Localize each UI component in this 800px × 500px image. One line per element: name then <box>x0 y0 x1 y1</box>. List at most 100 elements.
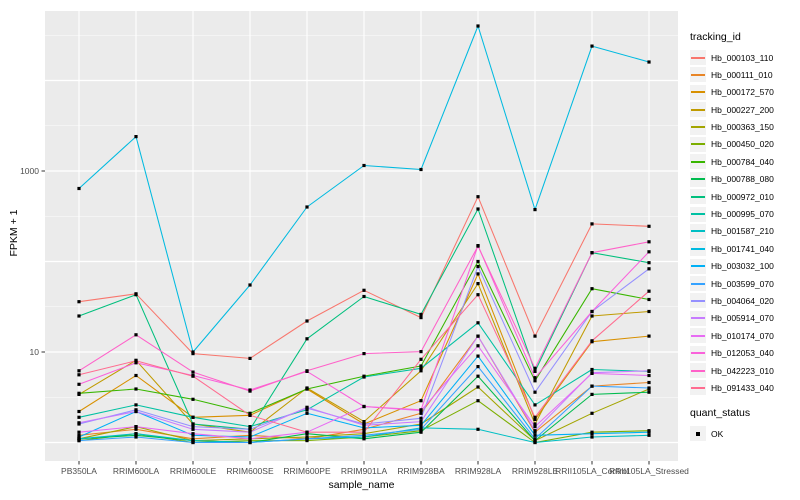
legend-key-swatch <box>690 363 706 379</box>
data-point <box>362 163 366 168</box>
data-point <box>77 391 81 395</box>
data-point <box>248 283 252 287</box>
data-point <box>476 344 480 348</box>
legend-item-label: Hb_000172_570 <box>711 87 774 98</box>
data-point <box>419 312 423 316</box>
legend-item-label: Hb_005914_070 <box>711 313 774 324</box>
data-point <box>362 430 366 434</box>
y-tick-label: 10 <box>30 347 40 357</box>
data-point <box>134 435 138 439</box>
legend-item-label: Hb_000788_080 <box>711 174 774 185</box>
data-point <box>77 433 81 437</box>
data-point <box>134 408 138 412</box>
data-point <box>191 422 195 426</box>
legend-item-Hb_000450_020: Hb_000450_020 <box>690 136 800 152</box>
data-point <box>590 435 594 439</box>
data-point <box>533 425 537 429</box>
legend: tracking_id Hb_000103_110 Hb_000111_010 Hb… <box>690 31 800 453</box>
legend-key-line <box>691 299 705 302</box>
data-point <box>77 369 81 373</box>
legend-key-line <box>691 56 705 59</box>
legend-item-Hb_000227_200: Hb_000227_200 <box>690 102 800 118</box>
x-tick-label: RRIM600LE <box>170 466 217 476</box>
data-point <box>419 167 423 172</box>
data-point <box>191 432 195 436</box>
data-point <box>476 282 480 286</box>
x-axis-title: sample_name <box>328 479 395 491</box>
data-point <box>590 44 594 48</box>
data-point <box>647 373 651 378</box>
data-point <box>362 375 366 379</box>
legend-key-line <box>691 247 705 250</box>
data-point <box>134 403 138 407</box>
legend-key-line <box>691 317 705 320</box>
data-point <box>476 427 480 431</box>
data-point <box>590 287 594 291</box>
legend-key-line <box>691 282 705 285</box>
data-point <box>191 427 195 431</box>
data-point <box>305 435 309 439</box>
data-point <box>419 350 423 354</box>
quant-status-legend-items: OK <box>690 426 800 442</box>
data-point <box>362 294 366 299</box>
legend-item-label: OK <box>711 428 724 439</box>
legend-item-label: Hb_000995_070 <box>711 209 774 220</box>
data-point <box>590 339 594 343</box>
data-point <box>77 415 81 419</box>
data-point <box>476 244 480 248</box>
data-point <box>77 435 81 439</box>
x-tick-label: PB350LA <box>61 466 97 476</box>
legend-item-quant-OK: OK <box>690 426 800 442</box>
legend-key-swatch <box>690 426 706 442</box>
data-point <box>533 433 537 437</box>
legend-title-tracking-id: tracking_id <box>690 31 741 43</box>
legend-item-Hb_000111_010: Hb_000111_010 <box>690 67 800 83</box>
data-point <box>533 415 537 419</box>
data-point <box>476 354 480 358</box>
data-point <box>77 439 81 443</box>
data-point <box>77 409 81 414</box>
data-point <box>533 429 537 433</box>
legend-key-swatch <box>690 328 706 344</box>
data-point <box>305 369 309 373</box>
data-point <box>647 240 651 244</box>
data-point <box>77 430 81 434</box>
data-point <box>476 207 480 211</box>
data-point <box>647 369 651 373</box>
data-point <box>248 411 252 415</box>
tracking-id-legend-items: Hb_000103_110 Hb_000111_010 Hb_000172_570 H… <box>690 50 800 396</box>
legend-item-label: Hb_000111_010 <box>711 69 773 80</box>
data-point <box>191 440 195 445</box>
legend-key-line <box>691 230 705 233</box>
legend-key-line <box>691 73 705 76</box>
data-point <box>248 356 252 360</box>
legend-item-label: Hb_010174_070 <box>711 330 774 341</box>
data-point <box>533 437 537 441</box>
data-point <box>305 430 309 434</box>
data-point <box>476 385 480 389</box>
legend-key-swatch <box>690 154 706 170</box>
legend-item-label: Hb_001587_210 <box>711 226 774 237</box>
data-point <box>533 403 537 407</box>
legend-key-swatch <box>690 258 706 274</box>
data-point <box>647 297 651 302</box>
legend-item-label: Hb_000784_040 <box>711 156 774 167</box>
data-point <box>134 409 138 414</box>
data-point <box>419 369 423 373</box>
data-point <box>590 371 594 375</box>
legend-item-Hb_005914_070: Hb_005914_070 <box>690 310 800 326</box>
ok-square-icon <box>695 431 701 437</box>
data-point <box>248 435 252 439</box>
legend-key-line <box>691 91 705 94</box>
x-tick-label: RRIM600LA <box>113 466 160 476</box>
data-point <box>77 300 81 304</box>
y-tick-label: 1000 <box>20 166 39 176</box>
data-point <box>305 439 309 443</box>
data-point <box>248 430 252 434</box>
data-point <box>134 373 138 378</box>
legend-title-quant-status: quant_status <box>690 407 751 420</box>
legend-item-label: Hb_091433_040 <box>711 382 774 393</box>
legend-item-Hb_000172_570: Hb_000172_570 <box>690 84 800 100</box>
data-point <box>134 361 138 365</box>
